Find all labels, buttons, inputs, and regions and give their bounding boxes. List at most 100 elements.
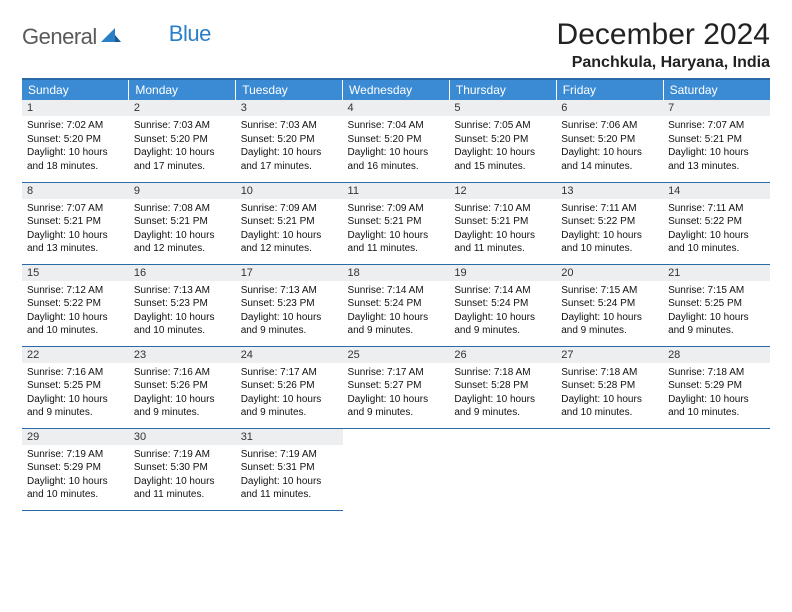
calendar-cell: 15Sunrise: 7:12 AMSunset: 5:22 PMDayligh…	[22, 264, 129, 346]
day-info: Sunrise: 7:12 AMSunset: 5:22 PMDaylight:…	[22, 281, 129, 342]
day-number: 14	[663, 183, 770, 199]
sunrise-line: Sunrise: 7:17 AM	[348, 366, 445, 380]
daylight-line: Daylight: 10 hours and 12 minutes.	[134, 229, 231, 256]
calendar-cell	[343, 428, 450, 510]
day-number: 22	[22, 347, 129, 363]
sunrise-line: Sunrise: 7:18 AM	[668, 366, 765, 380]
calendar-cell: 17Sunrise: 7:13 AMSunset: 5:23 PMDayligh…	[236, 264, 343, 346]
day-number: 15	[22, 265, 129, 281]
daylight-line: Daylight: 10 hours and 9 minutes.	[348, 311, 445, 338]
calendar-table: Sunday Monday Tuesday Wednesday Thursday…	[22, 78, 770, 511]
day-number: 23	[129, 347, 236, 363]
sunset-line: Sunset: 5:28 PM	[454, 379, 551, 393]
calendar-cell: 8Sunrise: 7:07 AMSunset: 5:21 PMDaylight…	[22, 182, 129, 264]
sunset-line: Sunset: 5:22 PM	[561, 215, 658, 229]
calendar-cell: 27Sunrise: 7:18 AMSunset: 5:28 PMDayligh…	[556, 346, 663, 428]
calendar-cell: 26Sunrise: 7:18 AMSunset: 5:28 PMDayligh…	[449, 346, 556, 428]
sunset-line: Sunset: 5:29 PM	[668, 379, 765, 393]
day-number: 10	[236, 183, 343, 199]
day-info: Sunrise: 7:02 AMSunset: 5:20 PMDaylight:…	[22, 116, 129, 177]
sunrise-line: Sunrise: 7:05 AM	[454, 119, 551, 133]
day-info: Sunrise: 7:15 AMSunset: 5:25 PMDaylight:…	[663, 281, 770, 342]
daylight-line: Daylight: 10 hours and 17 minutes.	[241, 146, 338, 173]
day-number: 6	[556, 100, 663, 116]
daylight-line: Daylight: 10 hours and 9 minutes.	[241, 393, 338, 420]
sunrise-line: Sunrise: 7:07 AM	[27, 202, 124, 216]
day-number: 2	[129, 100, 236, 116]
day-info: Sunrise: 7:03 AMSunset: 5:20 PMDaylight:…	[236, 116, 343, 177]
daylight-line: Daylight: 10 hours and 11 minutes.	[241, 475, 338, 502]
daylight-line: Daylight: 10 hours and 10 minutes.	[668, 393, 765, 420]
sunrise-line: Sunrise: 7:03 AM	[241, 119, 338, 133]
weekday-header: Wednesday	[343, 79, 450, 100]
daylight-line: Daylight: 10 hours and 10 minutes.	[27, 475, 124, 502]
daylight-line: Daylight: 10 hours and 9 minutes.	[348, 393, 445, 420]
daylight-line: Daylight: 10 hours and 10 minutes.	[27, 311, 124, 338]
sunrise-line: Sunrise: 7:10 AM	[454, 202, 551, 216]
location-text: Panchkula, Haryana, India	[557, 54, 770, 72]
sunset-line: Sunset: 5:21 PM	[348, 215, 445, 229]
weekday-header: Sunday	[22, 79, 129, 100]
day-number: 31	[236, 429, 343, 445]
calendar-cell	[449, 428, 556, 510]
calendar-cell: 7Sunrise: 7:07 AMSunset: 5:21 PMDaylight…	[663, 100, 770, 182]
day-number: 8	[22, 183, 129, 199]
daylight-line: Daylight: 10 hours and 12 minutes.	[241, 229, 338, 256]
daylight-line: Daylight: 10 hours and 10 minutes.	[561, 393, 658, 420]
day-info: Sunrise: 7:18 AMSunset: 5:29 PMDaylight:…	[663, 363, 770, 424]
daylight-line: Daylight: 10 hours and 9 minutes.	[454, 311, 551, 338]
day-info: Sunrise: 7:04 AMSunset: 5:20 PMDaylight:…	[343, 116, 450, 177]
calendar-row: 29Sunrise: 7:19 AMSunset: 5:29 PMDayligh…	[22, 428, 770, 510]
calendar-cell: 21Sunrise: 7:15 AMSunset: 5:25 PMDayligh…	[663, 264, 770, 346]
calendar-cell: 3Sunrise: 7:03 AMSunset: 5:20 PMDaylight…	[236, 100, 343, 182]
sunrise-line: Sunrise: 7:18 AM	[561, 366, 658, 380]
page-header: General Blue December 2024 Panchkula, Ha…	[22, 18, 770, 72]
sunset-line: Sunset: 5:26 PM	[241, 379, 338, 393]
day-info: Sunrise: 7:15 AMSunset: 5:24 PMDaylight:…	[556, 281, 663, 342]
calendar-cell: 28Sunrise: 7:18 AMSunset: 5:29 PMDayligh…	[663, 346, 770, 428]
calendar-cell: 1Sunrise: 7:02 AMSunset: 5:20 PMDaylight…	[22, 100, 129, 182]
sunrise-line: Sunrise: 7:06 AM	[561, 119, 658, 133]
sunrise-line: Sunrise: 7:13 AM	[134, 284, 231, 298]
calendar-cell: 18Sunrise: 7:14 AMSunset: 5:24 PMDayligh…	[343, 264, 450, 346]
calendar-cell: 4Sunrise: 7:04 AMSunset: 5:20 PMDaylight…	[343, 100, 450, 182]
sunset-line: Sunset: 5:24 PM	[454, 297, 551, 311]
sunrise-line: Sunrise: 7:16 AM	[134, 366, 231, 380]
calendar-cell: 14Sunrise: 7:11 AMSunset: 5:22 PMDayligh…	[663, 182, 770, 264]
sunrise-line: Sunrise: 7:15 AM	[668, 284, 765, 298]
weekday-header: Tuesday	[236, 79, 343, 100]
daylight-line: Daylight: 10 hours and 16 minutes.	[348, 146, 445, 173]
calendar-cell: 13Sunrise: 7:11 AMSunset: 5:22 PMDayligh…	[556, 182, 663, 264]
day-info: Sunrise: 7:14 AMSunset: 5:24 PMDaylight:…	[343, 281, 450, 342]
sunset-line: Sunset: 5:23 PM	[241, 297, 338, 311]
calendar-cell: 22Sunrise: 7:16 AMSunset: 5:25 PMDayligh…	[22, 346, 129, 428]
sunset-line: Sunset: 5:20 PM	[561, 133, 658, 147]
day-number: 13	[556, 183, 663, 199]
sunset-line: Sunset: 5:21 PM	[27, 215, 124, 229]
day-number: 29	[22, 429, 129, 445]
logo: General Blue	[22, 24, 211, 50]
calendar-cell: 10Sunrise: 7:09 AMSunset: 5:21 PMDayligh…	[236, 182, 343, 264]
day-number: 19	[449, 265, 556, 281]
day-info: Sunrise: 7:17 AMSunset: 5:27 PMDaylight:…	[343, 363, 450, 424]
daylight-line: Daylight: 10 hours and 11 minutes.	[134, 475, 231, 502]
calendar-cell: 19Sunrise: 7:14 AMSunset: 5:24 PMDayligh…	[449, 264, 556, 346]
day-info: Sunrise: 7:03 AMSunset: 5:20 PMDaylight:…	[129, 116, 236, 177]
sunset-line: Sunset: 5:27 PM	[348, 379, 445, 393]
calendar-page: General Blue December 2024 Panchkula, Ha…	[0, 0, 792, 529]
day-number: 24	[236, 347, 343, 363]
calendar-cell: 16Sunrise: 7:13 AMSunset: 5:23 PMDayligh…	[129, 264, 236, 346]
day-info: Sunrise: 7:18 AMSunset: 5:28 PMDaylight:…	[449, 363, 556, 424]
day-info: Sunrise: 7:17 AMSunset: 5:26 PMDaylight:…	[236, 363, 343, 424]
daylight-line: Daylight: 10 hours and 9 minutes.	[241, 311, 338, 338]
sunrise-line: Sunrise: 7:15 AM	[561, 284, 658, 298]
weekday-header: Monday	[129, 79, 236, 100]
sunset-line: Sunset: 5:20 PM	[134, 133, 231, 147]
day-number: 3	[236, 100, 343, 116]
daylight-line: Daylight: 10 hours and 10 minutes.	[668, 229, 765, 256]
sunset-line: Sunset: 5:21 PM	[668, 133, 765, 147]
logo-icon	[101, 26, 121, 49]
calendar-row: 8Sunrise: 7:07 AMSunset: 5:21 PMDaylight…	[22, 182, 770, 264]
sunset-line: Sunset: 5:28 PM	[561, 379, 658, 393]
day-info: Sunrise: 7:09 AMSunset: 5:21 PMDaylight:…	[236, 199, 343, 260]
